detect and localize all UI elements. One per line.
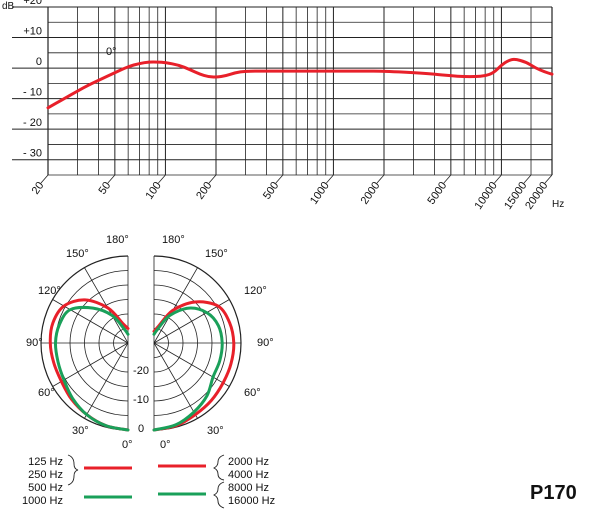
polar-angle-label: 30°	[207, 425, 224, 437]
polar-angle-label: 180°	[162, 234, 185, 246]
x-tick-label: 1000	[308, 180, 332, 207]
polar-spoke	[153, 342, 230, 387]
frequency-y-tick-labels: - 30 - 20 - 10 0 +10 +20	[23, 0, 42, 160]
polar-radial-label: 0	[138, 423, 144, 435]
y-tick-label: - 20	[23, 117, 42, 129]
y-tick-label: 0	[36, 56, 42, 68]
polar-angle-label: 0°	[160, 439, 171, 451]
polar-angle-label: 60°	[38, 387, 55, 399]
x-tick-label: 5000	[425, 180, 449, 207]
frequency-response-grid	[12, 6, 553, 184]
x-tick-label: 100	[144, 180, 164, 202]
legend-label: 500 Hz	[28, 482, 63, 494]
frequency-series	[46, 57, 554, 110]
y-tick-label: +20	[23, 0, 42, 7]
polar-angle-label: 60°	[244, 387, 261, 399]
x-tick-mark	[158, 174, 166, 184]
x-tick-label: 10000	[473, 180, 500, 212]
legend-label: 250 Hz	[28, 469, 63, 481]
polar-spoke	[153, 342, 198, 419]
polar-angle-label: 90°	[26, 337, 43, 349]
polar-angle-label: 150°	[205, 248, 228, 260]
y-tick-label: +10	[23, 26, 42, 38]
x-tick-mark	[40, 174, 49, 184]
polar-spoke	[153, 267, 198, 344]
polar-angle-label: 120°	[244, 285, 267, 297]
x-tick-mark	[208, 174, 217, 184]
x-tick-mark	[326, 174, 334, 184]
x-tick-mark	[376, 174, 385, 184]
x-tick-mark	[544, 174, 553, 184]
legend-label: 8000 Hz	[228, 482, 269, 494]
legend-label: 2000 Hz	[228, 456, 269, 468]
polar-series	[48, 298, 236, 432]
polar-radial-labels: 0 -10 -20	[133, 365, 149, 435]
polar-pattern-line	[53, 305, 130, 432]
legend-label: 4000 Hz	[228, 469, 269, 481]
x-tick-mark	[494, 174, 502, 184]
polar-grid	[40, 255, 242, 431]
x-tick-label: 20000	[523, 180, 550, 212]
x-tick-label: 2000	[359, 180, 383, 207]
polar-pattern-line	[152, 306, 224, 432]
polar-angle-labels: 0° 30° 60° 90° 120° 150° 180° 0° 30° 60° 90° 120° 15…	[26, 234, 274, 451]
legend-brace	[212, 481, 225, 509]
legend-label: 1000 Hz	[22, 495, 63, 507]
legend-label: 125 Hz	[28, 456, 63, 468]
y-tick-label: - 10	[23, 87, 42, 99]
x-tick-label: 500	[261, 180, 281, 202]
polar-radial-label: -10	[133, 394, 149, 406]
polar-angle-label: 0°	[122, 439, 133, 451]
polar-angle-label: 30°	[72, 425, 89, 437]
x-tick-mark	[523, 174, 532, 184]
model-name: P170	[530, 482, 577, 504]
x-tick-mark	[107, 174, 116, 184]
legend-brace	[67, 454, 79, 486]
polar-spoke	[84, 342, 129, 419]
x-tick-label: 20	[30, 180, 47, 197]
x-unit-label: Hz	[552, 199, 564, 210]
x-tick-label: 200	[194, 180, 214, 202]
x-tick-mark	[275, 174, 284, 184]
polar-pattern-line	[152, 300, 236, 432]
frequency-annotation: 0°	[106, 46, 117, 58]
x-tick-mark	[443, 174, 452, 184]
y-unit-label: dB	[2, 1, 15, 12]
polar-angle-label: 180°	[106, 234, 129, 246]
polar-angle-label: 150°	[66, 248, 89, 260]
polar-angle-label: 120°	[38, 285, 61, 297]
legend-brace	[212, 454, 225, 481]
polar-radial-label: -20	[133, 365, 149, 377]
legend-label: 16000 Hz	[228, 495, 275, 507]
frequency-response-line	[46, 57, 554, 110]
polar-angle-label: 90°	[257, 337, 274, 349]
x-tick-label: 50	[96, 180, 113, 197]
y-tick-label: - 30	[23, 148, 42, 160]
